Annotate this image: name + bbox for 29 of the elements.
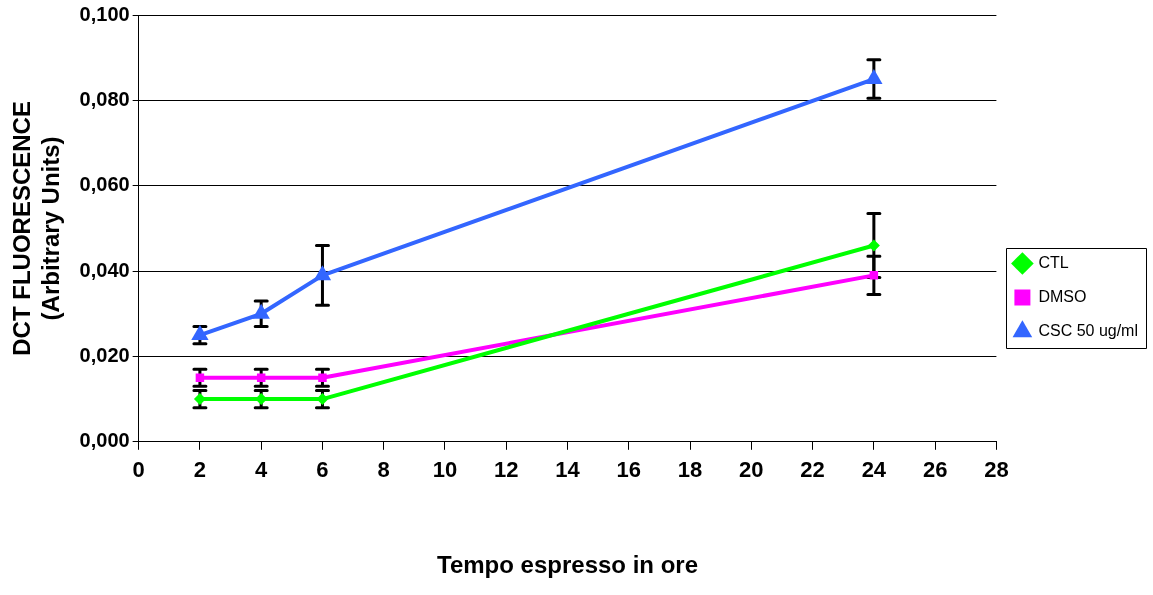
x-tick-label: 2	[193, 457, 207, 483]
x-tick-label: 22	[800, 457, 825, 483]
legend-label: DMSO	[1038, 287, 1087, 305]
y-axis-title: DCT FLUORESCENCE (Arbitrary Units)	[8, 101, 64, 356]
x-tick-label: 28	[984, 457, 1009, 483]
y-tick-label: 0,100	[79, 2, 130, 25]
legend-label: CSC 50 ug/ml	[1038, 321, 1138, 339]
y-tick-label: 0,020	[79, 343, 130, 366]
point	[865, 69, 883, 85]
x-tick-label: 12	[494, 457, 519, 483]
y-tick-label: 0,080	[79, 87, 130, 110]
y-tick-label: 0,000	[79, 429, 130, 452]
y-tick-label: 0,040	[79, 258, 130, 281]
x-tick-label: 6	[316, 457, 329, 483]
x-tick-label: 14	[555, 457, 581, 483]
x-tick-label: 16	[616, 457, 642, 483]
x-tick-label: 26	[922, 457, 948, 483]
point	[313, 265, 332, 281]
x-axis-title: Tempo espresso in ore	[437, 551, 699, 579]
x-tick-label: 8	[377, 457, 390, 483]
legend-label: CTL	[1038, 253, 1069, 271]
point	[191, 325, 209, 341]
x-tick-label: 24	[861, 457, 887, 483]
x-tick-label: 10	[432, 457, 458, 483]
x-tick-label: 18	[677, 457, 703, 483]
x-tick-label: 0	[132, 457, 145, 483]
x-tick-label: 4	[255, 457, 269, 483]
y-tick-label: 0,060	[79, 173, 130, 196]
x-tick-label: 20	[739, 457, 764, 483]
